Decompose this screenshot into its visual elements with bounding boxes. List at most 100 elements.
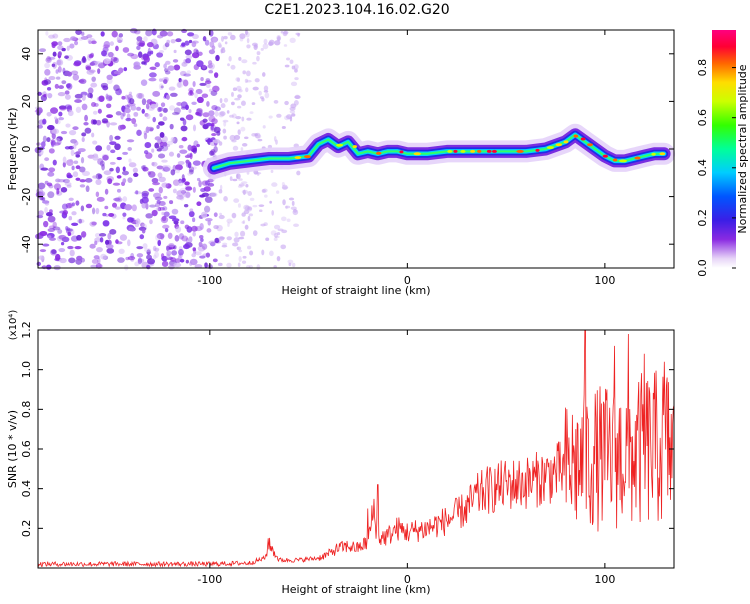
noise-blob bbox=[199, 194, 206, 198]
noise-blob bbox=[162, 206, 168, 211]
ridge-hotspot bbox=[535, 148, 540, 152]
noise-blob bbox=[192, 217, 196, 223]
noise-blob bbox=[244, 78, 249, 84]
noise-blob bbox=[105, 244, 114, 249]
noise-blob bbox=[270, 169, 274, 173]
noise-blob bbox=[115, 45, 119, 52]
noise-blob bbox=[94, 240, 98, 246]
noise-blob bbox=[95, 145, 103, 152]
noise-blob bbox=[136, 40, 140, 46]
noise-blob bbox=[96, 196, 105, 202]
noise-blob bbox=[140, 79, 148, 86]
noise-blob bbox=[201, 93, 209, 98]
noise-blob bbox=[118, 248, 125, 255]
noise-blob bbox=[247, 245, 252, 250]
noise-blob bbox=[239, 33, 246, 39]
noise-blob bbox=[71, 165, 75, 171]
noise-blob bbox=[214, 106, 221, 112]
noise-blob bbox=[158, 83, 164, 90]
noise-blob bbox=[156, 200, 161, 204]
noise-blob bbox=[127, 177, 133, 183]
noise-blob bbox=[81, 132, 87, 137]
noise-blob bbox=[157, 153, 166, 159]
y-tick-label: 0.4 bbox=[20, 480, 33, 498]
noise-blob bbox=[97, 174, 103, 179]
noise-blob bbox=[223, 135, 227, 140]
noise-blob bbox=[67, 245, 74, 250]
noise-blob bbox=[144, 113, 149, 117]
noise-blob bbox=[68, 145, 74, 150]
noise-blob bbox=[238, 236, 245, 240]
noise-blob bbox=[170, 92, 178, 97]
noise-blob bbox=[135, 190, 139, 195]
noise-blob bbox=[104, 205, 109, 210]
noise-blob bbox=[163, 195, 168, 199]
noise-blob bbox=[213, 145, 218, 153]
snr-panel: -100 0 100 0.2 0.4 0.6 0.8 1.0 1.2 Height of st… bbox=[6, 310, 675, 596]
noise-blob bbox=[163, 79, 168, 84]
noise-blob bbox=[186, 226, 193, 233]
noise-blob bbox=[69, 158, 73, 163]
noise-blob bbox=[145, 103, 150, 110]
noise-blob bbox=[178, 178, 182, 184]
noise-blob bbox=[172, 59, 179, 63]
noise-blob bbox=[72, 126, 79, 131]
noise-blob bbox=[235, 115, 242, 120]
snr-plot-area bbox=[38, 330, 674, 568]
noise-blob bbox=[163, 63, 167, 69]
noise-blob bbox=[127, 239, 131, 247]
noise-blob bbox=[59, 257, 67, 264]
noise-blob bbox=[113, 70, 122, 75]
noise-blob bbox=[48, 34, 55, 39]
noise-blob bbox=[75, 165, 81, 170]
noise-blob bbox=[81, 57, 87, 64]
noise-blob bbox=[160, 85, 164, 89]
noise-blob bbox=[281, 229, 288, 234]
noise-blob bbox=[115, 111, 122, 116]
noise-blob bbox=[67, 228, 73, 232]
noise-blob bbox=[138, 40, 146, 47]
noise-blob bbox=[71, 202, 75, 207]
noise-blob bbox=[180, 220, 185, 225]
noise-blob bbox=[102, 212, 107, 217]
noise-blob bbox=[68, 197, 74, 201]
noise-blob bbox=[38, 210, 44, 216]
noise-blob bbox=[277, 36, 281, 42]
noise-blob bbox=[221, 244, 228, 248]
noise-blob bbox=[106, 94, 113, 102]
noise-blob bbox=[106, 74, 113, 80]
noise-blob bbox=[113, 57, 119, 64]
noise-blob bbox=[233, 237, 240, 243]
noise-blob bbox=[269, 200, 272, 204]
noise-blob bbox=[206, 228, 212, 233]
noise-blob bbox=[123, 67, 128, 72]
noise-blob bbox=[263, 85, 269, 92]
noise-blob bbox=[232, 87, 237, 92]
noise-blob bbox=[118, 124, 123, 131]
noise-blob bbox=[76, 218, 85, 224]
figure-title: C2E1.2023.104.16.02.G20 bbox=[264, 2, 449, 18]
noise-blob bbox=[241, 116, 245, 122]
noise-blob bbox=[51, 128, 60, 135]
noise-blob bbox=[161, 260, 169, 267]
noise-blob bbox=[156, 52, 164, 58]
noise-blob bbox=[56, 59, 64, 66]
noise-blob bbox=[102, 44, 110, 49]
noise-blob bbox=[208, 70, 214, 74]
noise-blob bbox=[254, 78, 260, 83]
noise-blob bbox=[131, 105, 137, 111]
colorbar-ticks: 0.0 0.2 0.4 0.6 0.8 bbox=[696, 59, 736, 277]
noise-blob bbox=[291, 113, 296, 117]
noise-blob bbox=[214, 110, 219, 117]
noise-blob bbox=[139, 234, 145, 240]
noise-blob bbox=[241, 59, 248, 64]
noise-blob bbox=[103, 40, 111, 48]
noise-blob bbox=[151, 148, 155, 153]
noise-blob bbox=[281, 181, 285, 187]
noise-blob bbox=[161, 159, 168, 163]
noise-blob bbox=[231, 92, 234, 97]
noise-blob bbox=[242, 255, 247, 259]
noise-blob bbox=[223, 35, 228, 40]
noise-blob bbox=[201, 243, 208, 250]
noise-blob bbox=[260, 223, 266, 227]
